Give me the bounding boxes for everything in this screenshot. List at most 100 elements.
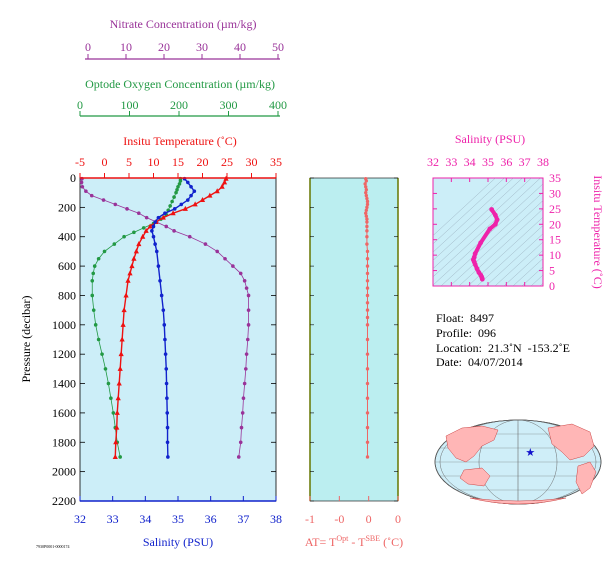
nitrate-point bbox=[244, 367, 248, 371]
oxygen-point bbox=[175, 187, 179, 192]
pressure-tick-label: 1600 bbox=[52, 406, 76, 420]
temperature-tick-label: 25 bbox=[221, 155, 233, 169]
oxygen-point bbox=[118, 455, 122, 459]
temperature-point bbox=[119, 336, 125, 342]
nitrate-tick-label: 10 bbox=[120, 40, 132, 54]
pressure-tick-label: 600 bbox=[58, 259, 76, 273]
salinity-point bbox=[186, 180, 190, 185]
nitrate-point bbox=[187, 234, 192, 239]
ts-panel-title: Salinity (PSU) bbox=[455, 132, 525, 146]
salinity-point bbox=[186, 198, 190, 202]
nitrate-point bbox=[244, 286, 249, 290]
world-map: ★ bbox=[434, 419, 602, 505]
oxygen-point bbox=[177, 182, 182, 186]
oxygen-point bbox=[90, 293, 95, 298]
delta-t-panel: -1 -0 0 0 AT= TOpt - TSBE (˚C) bbox=[305, 177, 403, 549]
nitrate-point bbox=[239, 425, 244, 430]
oxygen-point bbox=[111, 411, 116, 415]
nitrate-point bbox=[246, 323, 251, 327]
delta-t-point bbox=[364, 190, 368, 195]
delta-t-axis-label: AT= TOpt - TSBE (˚C) bbox=[305, 534, 403, 549]
delta-t-point bbox=[365, 352, 370, 356]
delta-t-point bbox=[365, 308, 370, 312]
oxygen-point bbox=[96, 337, 101, 342]
nitrate-axis: Nitrate Concentration (µm/kg) 0 10 20 30 40 5… bbox=[85, 17, 284, 60]
ts-x-tick-label: 32 bbox=[427, 155, 439, 169]
salinity-point bbox=[189, 193, 193, 198]
ts-point bbox=[472, 251, 478, 256]
nitrate-tick-label: 40 bbox=[234, 40, 246, 54]
salinity-point bbox=[163, 352, 168, 356]
salinity-tick-label: 33 bbox=[107, 512, 119, 526]
temperature-point bbox=[143, 227, 149, 233]
ts-y-axis-label: Insitu Temperature (˚C) bbox=[591, 175, 605, 289]
salinity-axis-title: Salinity (PSU) bbox=[143, 535, 213, 549]
salinity-point bbox=[154, 249, 159, 254]
temperature-point bbox=[116, 380, 122, 386]
salinity-point bbox=[153, 242, 157, 246]
temperature-point bbox=[199, 197, 206, 203]
nitrate-point bbox=[223, 256, 227, 261]
salinity-point bbox=[165, 440, 170, 445]
delta-t-point bbox=[365, 381, 370, 386]
temperature-point bbox=[133, 248, 139, 254]
oxygen-point bbox=[170, 199, 174, 204]
oxygen-axis-title: Optode Oxygen Concentration (µm/kg) bbox=[85, 77, 275, 91]
salinity-point bbox=[166, 455, 170, 459]
nitrate-point bbox=[80, 185, 85, 189]
salinity-point bbox=[164, 381, 169, 386]
oxygen-point bbox=[109, 396, 113, 401]
delta-t-point bbox=[365, 242, 369, 246]
oxygen-point bbox=[174, 190, 178, 195]
ts-point bbox=[494, 217, 500, 223]
temperature-point bbox=[219, 183, 225, 189]
salinity-tick-label: 34 bbox=[139, 512, 151, 526]
salinity-point bbox=[165, 411, 170, 415]
salinity-point bbox=[151, 224, 156, 229]
nitrate-point bbox=[84, 189, 88, 194]
delta-t-label-part: - T bbox=[348, 535, 366, 549]
delta-t-point bbox=[364, 214, 369, 218]
salinity-point bbox=[163, 211, 167, 216]
salinity-tick-label: 35 bbox=[172, 512, 184, 526]
float-id: Float: 8497 bbox=[436, 311, 495, 325]
pressure-axis-label: Pressure (decibar) bbox=[19, 296, 33, 383]
delta-t-point bbox=[364, 208, 369, 212]
ts-x-tick-label: 35 bbox=[482, 155, 494, 169]
oxygen-point bbox=[112, 242, 117, 246]
temperature-point bbox=[127, 270, 133, 276]
oxygen-point bbox=[106, 381, 111, 386]
delta-t-point bbox=[364, 179, 369, 183]
oxygen-profile-line bbox=[91, 178, 181, 458]
oxygen-point bbox=[93, 323, 98, 327]
nitrate-axis-title: Nitrate Concentration (µm/kg) bbox=[110, 17, 257, 31]
delta-t-point bbox=[365, 440, 370, 444]
delta-t-point bbox=[365, 196, 369, 201]
temperature-point bbox=[221, 179, 228, 185]
temperature-axis: Insitu Temperature (˚C) -5 0 5 10 15 20 25 30 35 bbox=[75, 134, 282, 178]
ts-point bbox=[489, 207, 495, 212]
delta-t-label-part: AT= T bbox=[305, 535, 337, 549]
oxygen-point bbox=[91, 308, 96, 312]
salinity-point bbox=[153, 220, 157, 224]
temperature-point bbox=[136, 241, 142, 247]
pressure-tick-label: 2000 bbox=[52, 465, 76, 479]
oxygen-point bbox=[103, 367, 108, 371]
temperature-point bbox=[129, 263, 135, 269]
delta-t-point bbox=[365, 224, 369, 229]
salinity-point bbox=[151, 234, 156, 239]
south-america-landmass bbox=[575, 461, 597, 495]
delta-t-tick-label: 0 bbox=[366, 512, 372, 526]
delta-t-point bbox=[365, 367, 370, 371]
delta-t-point bbox=[365, 337, 370, 342]
ts-point bbox=[487, 226, 493, 232]
temperature-axis-title: Insitu Temperature (˚C) bbox=[123, 134, 237, 148]
delta-t-point bbox=[364, 188, 369, 192]
nitrate-tick-label: 20 bbox=[158, 40, 170, 54]
delta-t-label-part: Opt bbox=[336, 534, 349, 543]
delta-t-point bbox=[363, 182, 367, 186]
ts-y-tick-label: 30 bbox=[549, 186, 561, 200]
salinity-point bbox=[165, 396, 169, 401]
pressure-tick-label: 200 bbox=[58, 200, 76, 214]
nitrate-point bbox=[240, 411, 245, 415]
